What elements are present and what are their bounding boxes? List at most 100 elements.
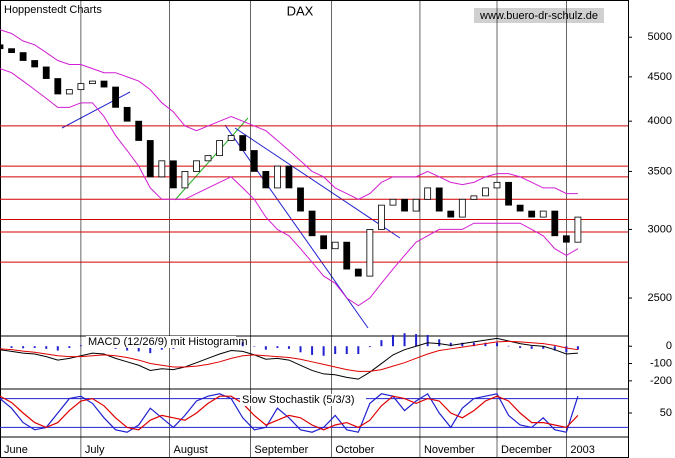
histogram-bar xyxy=(438,339,441,347)
source-label: Hoppenstedt Charts xyxy=(4,4,102,16)
y-tick-label: 3500 xyxy=(648,165,672,177)
candle xyxy=(320,235,328,250)
candle xyxy=(447,210,455,218)
x-tick-label: November xyxy=(424,444,475,456)
histogram-bar xyxy=(576,346,579,350)
candle xyxy=(343,241,351,270)
candle xyxy=(539,210,547,218)
candle xyxy=(366,229,374,277)
histogram-bar xyxy=(345,346,348,355)
candle xyxy=(435,187,443,212)
candle xyxy=(31,60,39,68)
histogram-bar xyxy=(530,346,533,349)
candle xyxy=(77,83,85,91)
candle xyxy=(516,204,524,212)
x-tick-label: October xyxy=(335,444,374,456)
candle xyxy=(389,198,397,206)
histogram-bar xyxy=(56,346,59,351)
candle xyxy=(216,140,224,157)
candle xyxy=(250,150,258,172)
y-tick-label: -100 xyxy=(650,357,672,369)
candle xyxy=(123,106,131,122)
histogram-bar xyxy=(449,342,452,347)
histogram-bar xyxy=(0,346,1,348)
candle xyxy=(482,187,489,197)
candle xyxy=(331,241,339,250)
y-tick-label: 5000 xyxy=(648,31,672,43)
histogram-bar xyxy=(472,342,475,347)
candle xyxy=(146,140,154,178)
candle xyxy=(401,198,408,212)
url-box xyxy=(474,8,604,23)
x-tick-label: June xyxy=(4,444,28,456)
y-tick-label: 0 xyxy=(666,340,672,352)
histogram-bar xyxy=(276,346,279,348)
candle xyxy=(204,155,212,162)
candle xyxy=(158,160,166,178)
candle xyxy=(169,160,177,189)
indicator-line xyxy=(0,337,578,380)
candle xyxy=(42,66,50,79)
candle xyxy=(89,80,96,85)
candle xyxy=(8,48,15,53)
histogram-bar xyxy=(380,340,383,347)
candle xyxy=(54,78,62,95)
panel-title: MACD (12/26/9) mit Histogramm xyxy=(88,336,248,348)
y-tick-label: 4000 xyxy=(648,115,672,127)
histogram-bar xyxy=(311,346,314,355)
candle xyxy=(297,187,304,212)
histogram-bar xyxy=(287,346,290,349)
histogram-bar xyxy=(542,346,545,349)
y-tick-label: 2500 xyxy=(648,292,672,304)
histogram-bar xyxy=(415,334,418,347)
y-tick-label: 3000 xyxy=(648,223,672,235)
panel-title: Slow Stochastik (5/3/3) xyxy=(242,394,355,406)
candle xyxy=(65,89,73,95)
bollinger-band xyxy=(0,68,579,307)
histogram-bar xyxy=(137,346,140,352)
histogram-bar xyxy=(322,346,325,356)
candle xyxy=(181,171,189,189)
candle xyxy=(19,52,27,61)
histogram-bar xyxy=(519,346,522,348)
indicator-line xyxy=(0,392,579,433)
candle xyxy=(0,44,4,50)
candle xyxy=(100,80,108,88)
x-tick-label: August xyxy=(174,444,208,456)
histogram-bar xyxy=(403,333,406,347)
candle xyxy=(551,210,559,237)
histogram-bar xyxy=(484,342,487,347)
histogram-bar xyxy=(391,334,394,347)
histogram-bar xyxy=(496,342,499,347)
candle xyxy=(378,204,385,230)
histogram-bar xyxy=(45,346,48,349)
histogram-bar xyxy=(565,346,568,353)
y-tick-label: 4500 xyxy=(648,71,672,83)
histogram-bar xyxy=(368,346,371,348)
x-tick-label: December xyxy=(501,444,552,456)
candle xyxy=(562,235,570,243)
histogram-bar xyxy=(426,334,429,347)
url-label: www.buero-dr-schulz.de xyxy=(479,10,598,22)
histogram-bar xyxy=(22,346,25,349)
candle xyxy=(227,135,235,141)
candle xyxy=(262,171,270,189)
histogram-bar xyxy=(461,342,464,347)
histogram-bar xyxy=(68,346,71,348)
histogram-bar xyxy=(299,346,302,353)
x-tick-label: 2003 xyxy=(570,444,594,456)
histogram-bar xyxy=(264,346,267,350)
y-tick-label: 50 xyxy=(660,407,672,419)
histogram-bar xyxy=(126,346,129,351)
candle xyxy=(528,210,536,218)
candle xyxy=(505,181,512,206)
histogram-bar xyxy=(334,346,337,355)
candle xyxy=(424,187,432,200)
histogram-bar xyxy=(253,346,256,347)
histogram-bar xyxy=(357,346,360,355)
label-bg xyxy=(86,336,236,348)
candle xyxy=(354,268,362,277)
bollinger-band xyxy=(0,29,578,200)
indicator-line xyxy=(0,340,578,372)
histogram-bar xyxy=(553,346,556,351)
